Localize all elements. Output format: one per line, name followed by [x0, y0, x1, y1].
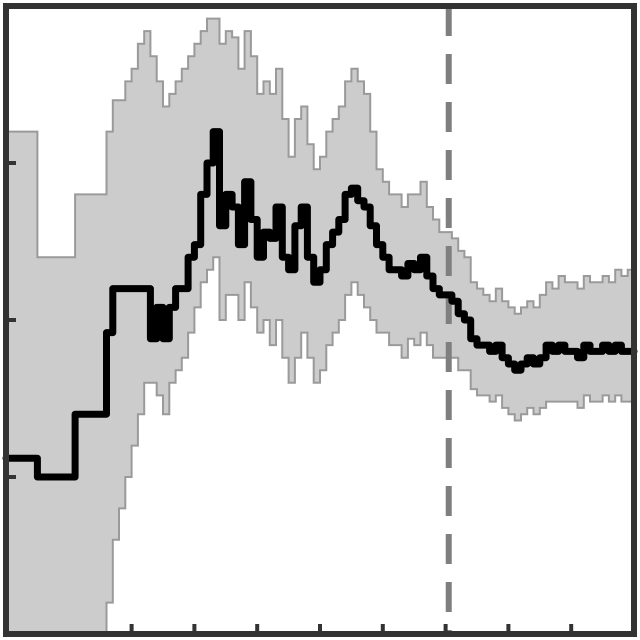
axis-ticks [6, 161, 574, 634]
series-line-layer [2, 128, 638, 481]
series-line [2, 128, 638, 481]
confidence-band-area [6, 18, 634, 635]
confidence-band-upper-edge [6, 17, 634, 315]
confidence-band-layer [6, 17, 634, 635]
confidence-band-lower-edge [6, 256, 634, 635]
